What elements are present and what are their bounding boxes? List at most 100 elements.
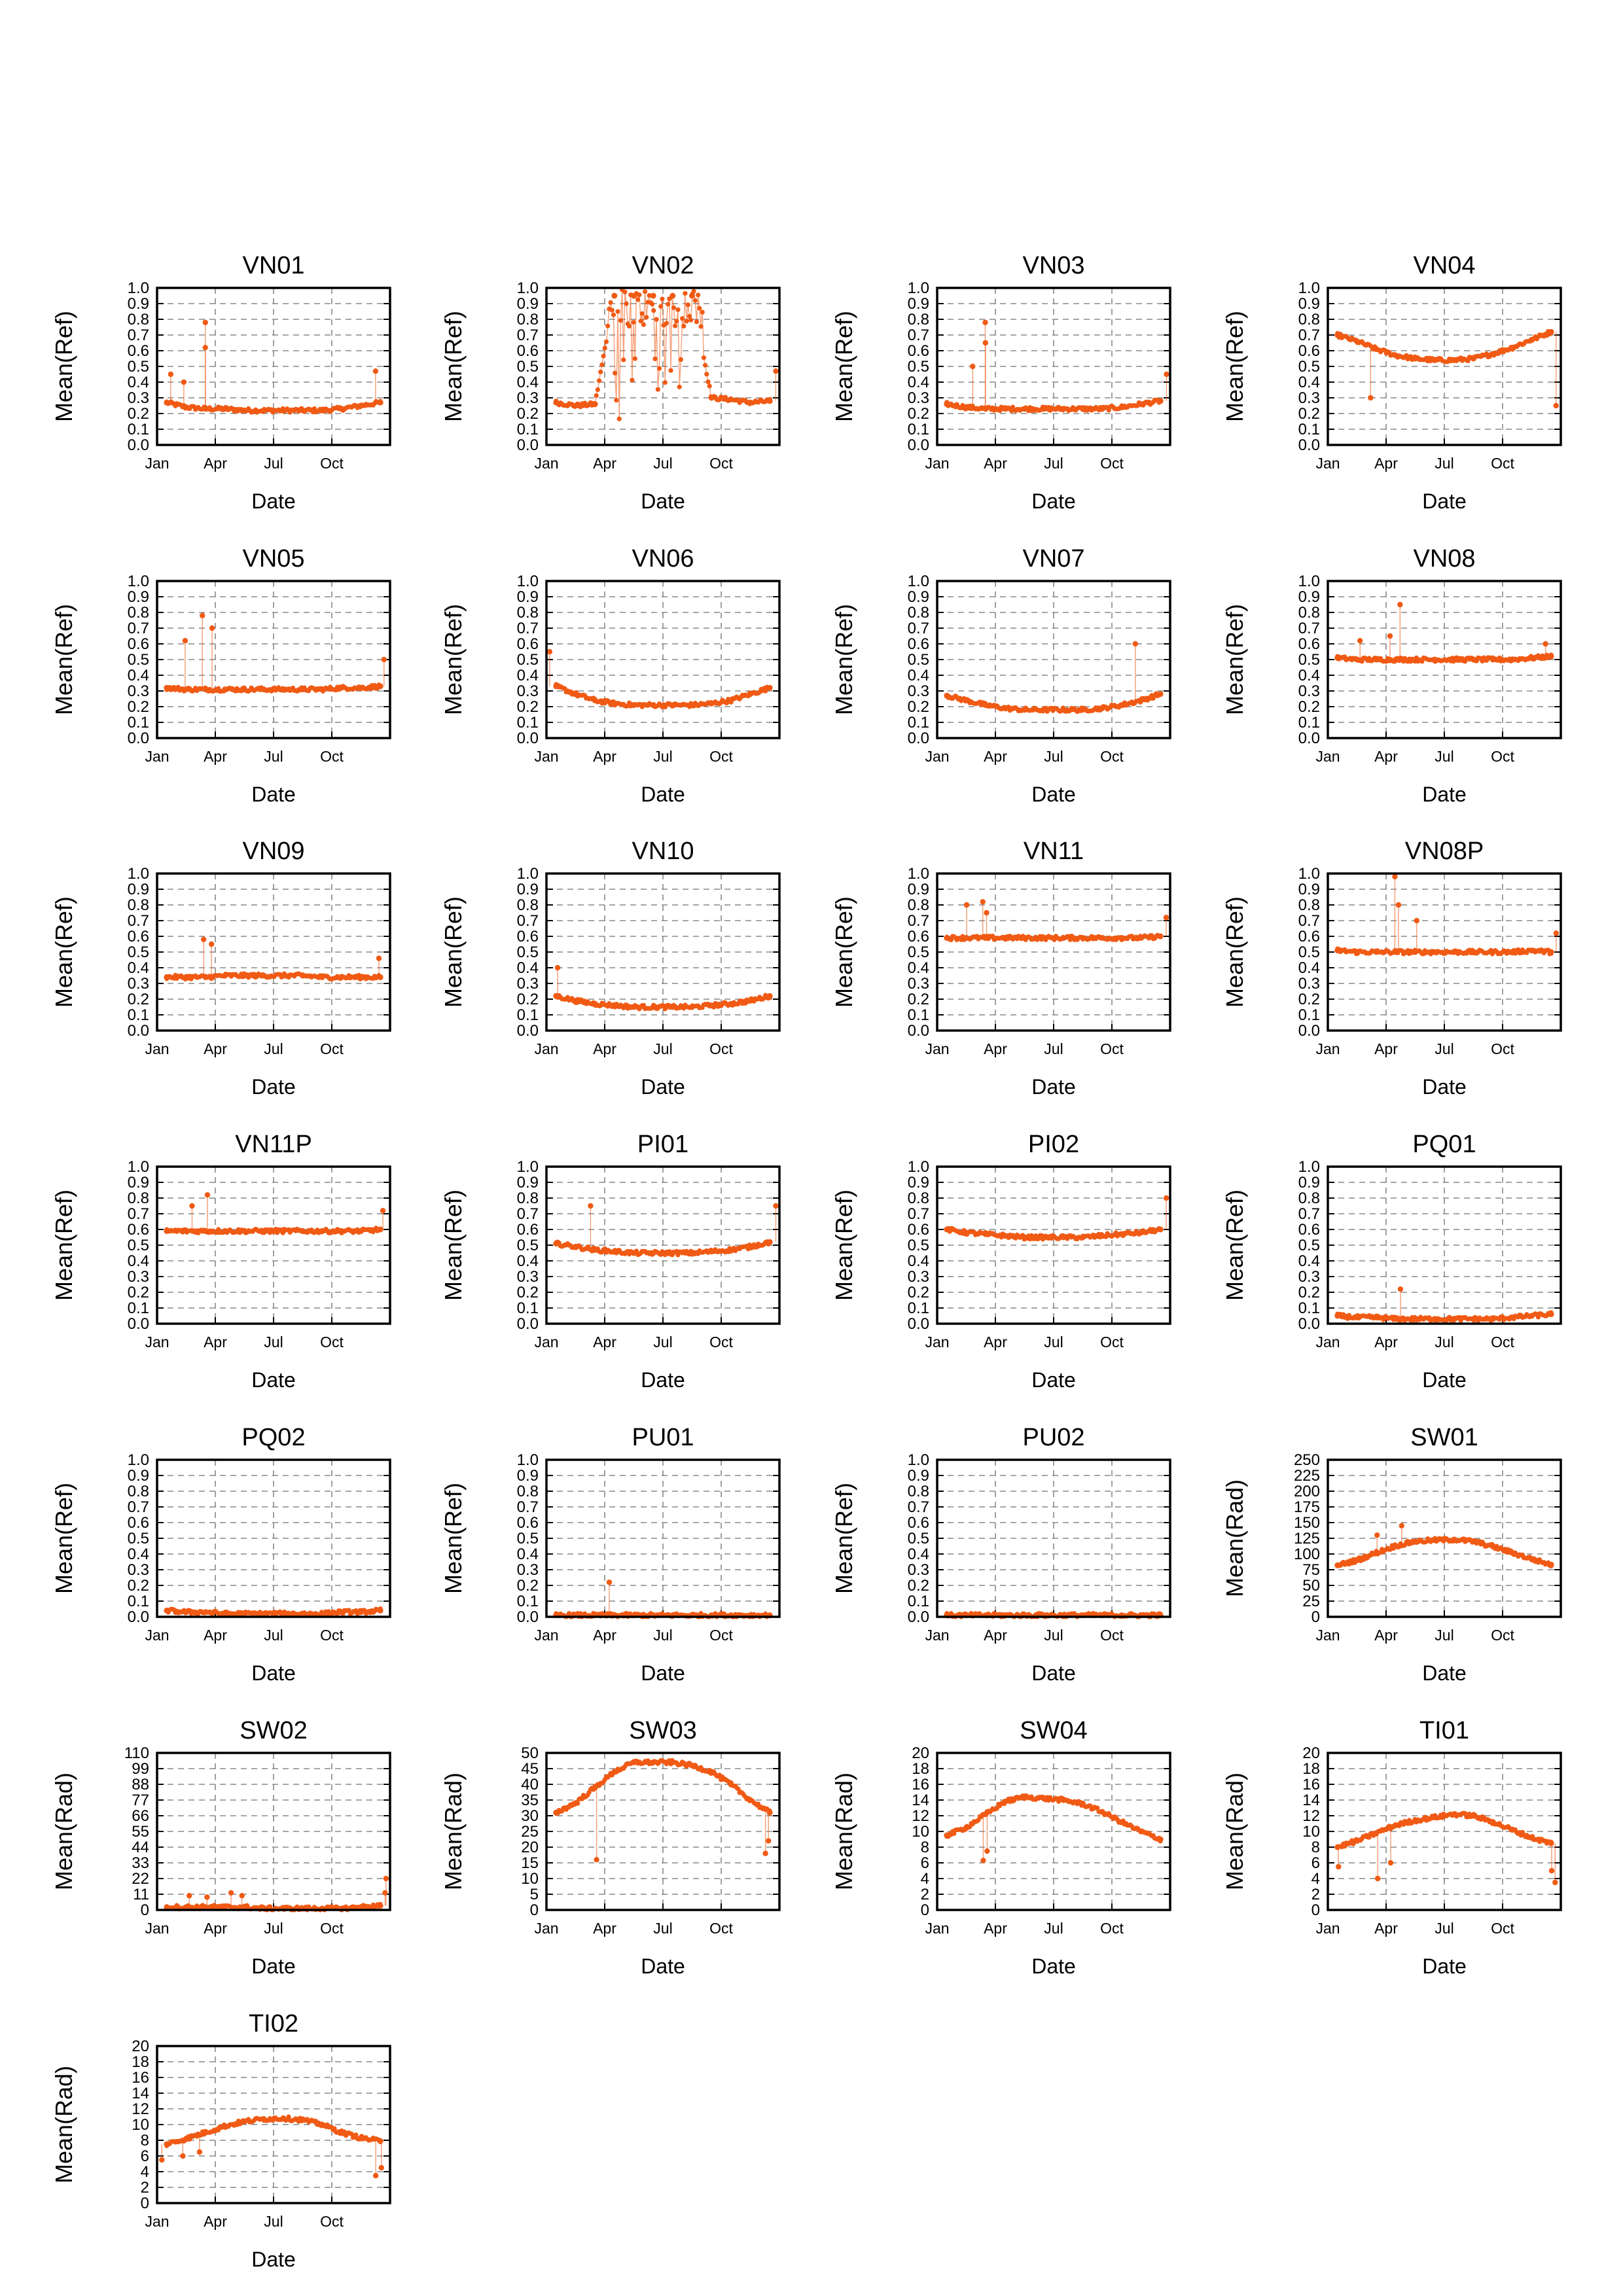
y-tick-label: 0.6 bbox=[128, 342, 149, 360]
y-tick-label: 0.7 bbox=[517, 1498, 539, 1516]
data-point-monthly bbox=[631, 1250, 637, 1256]
data-point-monthly bbox=[944, 401, 950, 408]
y-tick-label: 0.0 bbox=[1298, 436, 1320, 454]
outlier-point bbox=[383, 1875, 389, 1882]
y-tick-label: 0.9 bbox=[128, 1467, 149, 1485]
data-point bbox=[622, 289, 628, 294]
data-point bbox=[707, 383, 712, 389]
x-tick-label: Oct bbox=[1491, 455, 1514, 472]
data-point bbox=[605, 323, 611, 328]
data-point-monthly bbox=[592, 1246, 598, 1253]
y-tick-label: 11 bbox=[133, 1886, 149, 1903]
data-point-monthly bbox=[1412, 1538, 1418, 1545]
data-point-monthly bbox=[280, 1610, 287, 1617]
data-point bbox=[649, 302, 655, 307]
y-tick-label: 0.1 bbox=[128, 1593, 149, 1610]
data-point-monthly bbox=[300, 407, 306, 414]
chart-title: VN08P bbox=[1405, 838, 1484, 865]
x-axis-label: Date bbox=[1422, 1368, 1467, 1392]
outlier-point bbox=[199, 612, 205, 618]
y-tick-label: 0.8 bbox=[517, 311, 539, 328]
data-point bbox=[678, 357, 683, 362]
data-point-monthly bbox=[1354, 338, 1360, 345]
y-tick-label: 0.9 bbox=[1298, 588, 1320, 606]
series-points bbox=[164, 682, 383, 694]
y-tick-label: 99 bbox=[132, 1760, 149, 1778]
y-tick-label: 0.4 bbox=[908, 1545, 929, 1563]
data-point-monthly bbox=[1471, 1316, 1476, 1322]
y-tick-label: 0.9 bbox=[908, 881, 929, 898]
data-point-monthly bbox=[358, 1227, 364, 1234]
y-axis-label: Mean(Ref) bbox=[1221, 1190, 1248, 1301]
outlier-point bbox=[963, 902, 970, 908]
data-point-monthly bbox=[164, 1227, 170, 1234]
y-tick-label: 0.0 bbox=[908, 1315, 929, 1333]
data-point-monthly bbox=[553, 993, 560, 999]
x-tick-label: Jan bbox=[925, 1333, 949, 1351]
data-point bbox=[652, 356, 658, 362]
data-point-monthly bbox=[377, 683, 383, 690]
data-point-monthly bbox=[573, 1243, 579, 1250]
x-tick-label: Jan bbox=[145, 748, 169, 765]
data-point-monthly bbox=[319, 686, 325, 693]
data-point bbox=[736, 1786, 741, 1792]
y-tick-label: 0.4 bbox=[128, 959, 149, 977]
data-point-monthly bbox=[183, 1609, 189, 1616]
data-point-monthly bbox=[708, 700, 715, 707]
grid-lines bbox=[937, 1460, 1170, 1617]
data-point bbox=[694, 319, 700, 325]
data-point-monthly bbox=[669, 1004, 676, 1010]
data-point-monthly bbox=[260, 1227, 267, 1234]
y-tick-label: 0.9 bbox=[517, 295, 539, 313]
x-axis-label: Date bbox=[1031, 783, 1076, 806]
x-tick-label: Oct bbox=[709, 455, 733, 472]
data-point-monthly bbox=[1041, 406, 1047, 412]
data-point-monthly bbox=[982, 934, 989, 941]
x-tick-label: Oct bbox=[709, 1627, 733, 1644]
data-point-monthly bbox=[241, 407, 247, 414]
data-point-monthly bbox=[592, 697, 598, 703]
data-point-monthly bbox=[1138, 401, 1144, 408]
data-point-monthly bbox=[553, 1241, 560, 1247]
x-tick-label: Jan bbox=[925, 748, 949, 765]
data-point bbox=[1106, 408, 1111, 413]
x-tick-label: Jul bbox=[1435, 748, 1454, 765]
y-tick-label: 55 bbox=[132, 1823, 149, 1841]
y-tick-label: 0 bbox=[530, 1901, 539, 1919]
y-tick-label: 0.9 bbox=[908, 295, 929, 313]
y-tick-label: 0.1 bbox=[128, 421, 149, 438]
data-point-monthly bbox=[1451, 949, 1457, 955]
data-point bbox=[697, 306, 702, 311]
data-point bbox=[615, 309, 620, 314]
y-tick-label: 0.0 bbox=[908, 730, 929, 747]
data-point-monthly bbox=[944, 692, 950, 699]
x-tick-label: Oct bbox=[320, 1920, 344, 1937]
data-point-monthly bbox=[573, 997, 579, 1004]
y-tick-label: 0.2 bbox=[908, 1577, 929, 1595]
y-tick-label: 0.3 bbox=[128, 975, 149, 993]
y-tick-label: 0.7 bbox=[517, 620, 539, 637]
x-tick-label: Jul bbox=[1435, 1627, 1454, 1644]
plot-frame bbox=[156, 1458, 391, 1618]
data-point-monthly bbox=[1334, 1313, 1341, 1319]
x-tick-label: Oct bbox=[1491, 1627, 1514, 1644]
y-tick-label: 0.4 bbox=[517, 667, 539, 684]
data-point-monthly bbox=[319, 1610, 325, 1617]
chart-title: SW02 bbox=[240, 1717, 307, 1744]
y-tick-label: 0.9 bbox=[1298, 1174, 1320, 1192]
y-tick-label: 0.3 bbox=[128, 1561, 149, 1579]
data-point bbox=[658, 304, 664, 309]
outlier-point bbox=[773, 1203, 779, 1209]
data-point-monthly bbox=[1080, 934, 1086, 941]
data-point-monthly bbox=[611, 292, 618, 299]
y-tick-label: 1.0 bbox=[908, 1451, 929, 1469]
data-point-monthly bbox=[1373, 346, 1380, 353]
data-point-monthly bbox=[963, 404, 969, 410]
data-point-monthly bbox=[300, 1227, 306, 1234]
y-tick-label: 0.1 bbox=[517, 1593, 539, 1610]
data-point bbox=[602, 345, 607, 351]
y-axis-label: Mean(Ref) bbox=[440, 604, 467, 715]
data-point-monthly bbox=[1489, 949, 1496, 955]
data-point-monthly bbox=[1060, 707, 1067, 713]
